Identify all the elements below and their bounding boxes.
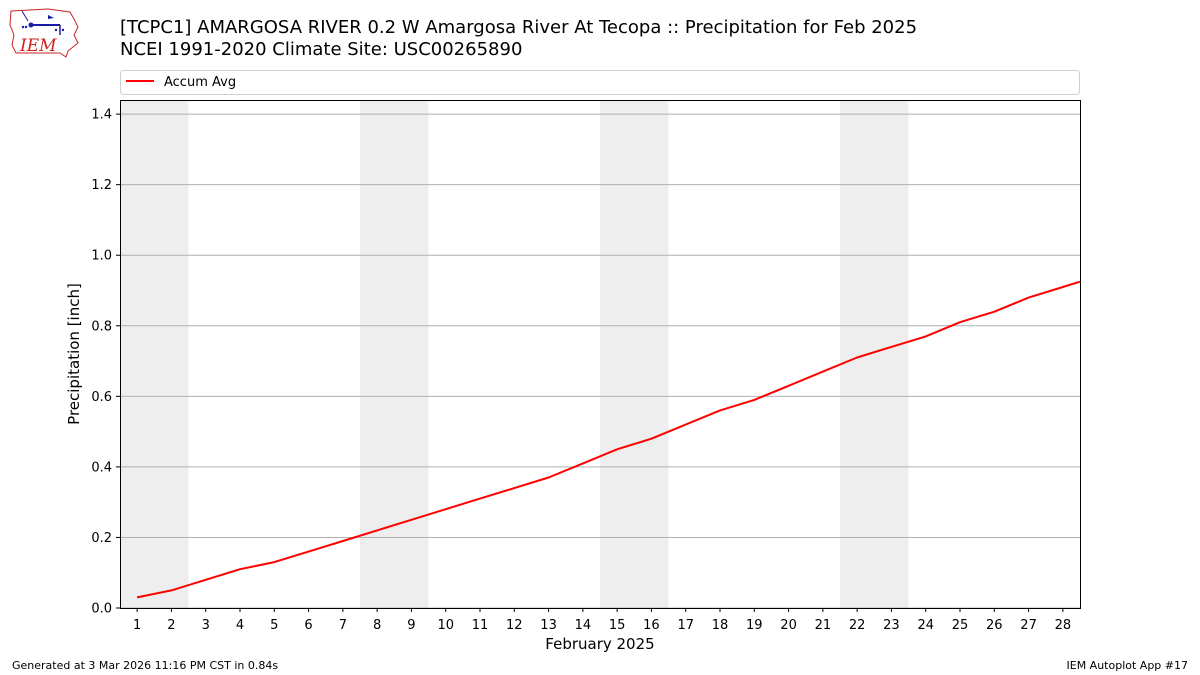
svg-text:IEM: IEM — [19, 36, 57, 56]
x-tick-label: 12 — [506, 618, 523, 633]
x-tick-label: 27 — [1020, 618, 1037, 633]
weekend-shade — [600, 100, 669, 608]
y-tick-label: 0.2 — [91, 531, 112, 546]
chart-title: [TCPC1] AMARGOSA RIVER 0.2 W Amargosa Ri… — [120, 17, 917, 61]
x-tick-label: 4 — [236, 618, 244, 633]
x-tick-label: 13 — [540, 618, 557, 633]
x-tick-label: 17 — [677, 618, 694, 633]
weekend-shade — [840, 100, 909, 608]
y-axis-label: Precipitation [inch] — [65, 283, 83, 425]
x-axis-label: February 2025 — [545, 635, 654, 653]
x-tick-label: 16 — [643, 618, 660, 633]
x-tick-label: 21 — [815, 618, 832, 633]
x-tick-label: 20 — [780, 618, 797, 633]
y-tick-label: 0.4 — [91, 460, 112, 475]
x-tick-label: 2 — [167, 618, 175, 633]
plot-frame — [120, 100, 1081, 609]
x-tick-label: 1 — [133, 618, 141, 633]
series-line-accum-avg — [136, 280, 1081, 599]
x-tick-label: 18 — [712, 618, 729, 633]
x-tick-label: 28 — [1055, 618, 1072, 633]
x-tick-label: 10 — [437, 618, 454, 633]
title-line-2: NCEI 1991-2020 Climate Site: USC00265890 — [120, 39, 523, 60]
y-tick-label: 0.6 — [91, 390, 112, 405]
legend-frame — [120, 70, 1080, 95]
y-tick-label: 1.0 — [91, 249, 112, 264]
x-tick-label: 11 — [472, 618, 489, 633]
iem-logo: IEM — [9, 8, 79, 58]
x-tick-label: 3 — [202, 618, 210, 633]
y-tick-label: 1.2 — [91, 178, 112, 193]
x-tick-label: 19 — [746, 618, 763, 633]
x-tick-label: 23 — [883, 618, 900, 633]
x-tick-label: 8 — [373, 618, 381, 633]
x-tick-label: 24 — [917, 618, 934, 633]
x-tick-label: 25 — [952, 618, 969, 633]
x-tick-label: 6 — [304, 618, 312, 633]
x-tick-label: 9 — [407, 618, 415, 633]
x-tick-label: 26 — [986, 618, 1003, 633]
y-tick-label: 0.8 — [91, 319, 112, 334]
x-tick-label: 7 — [339, 618, 347, 633]
legend: Accum Avg — [120, 70, 1080, 95]
generated-timestamp: Generated at 3 Mar 2026 11:16 PM CST in … — [12, 659, 279, 672]
weekend-shade — [120, 100, 189, 608]
x-tick-label: 22 — [849, 618, 866, 633]
legend-label: Accum Avg — [164, 75, 236, 90]
x-tick-label: 15 — [609, 618, 626, 633]
x-tick-label: 5 — [270, 618, 278, 633]
app-credit: IEM Autoplot App #17 — [1066, 659, 1189, 672]
y-tick-label: 1.4 — [91, 108, 112, 123]
y-tick-label: 0.0 — [91, 602, 112, 617]
x-tick-label: 14 — [575, 618, 592, 633]
title-line-1: [TCPC1] AMARGOSA RIVER 0.2 W Amargosa Ri… — [120, 17, 918, 38]
